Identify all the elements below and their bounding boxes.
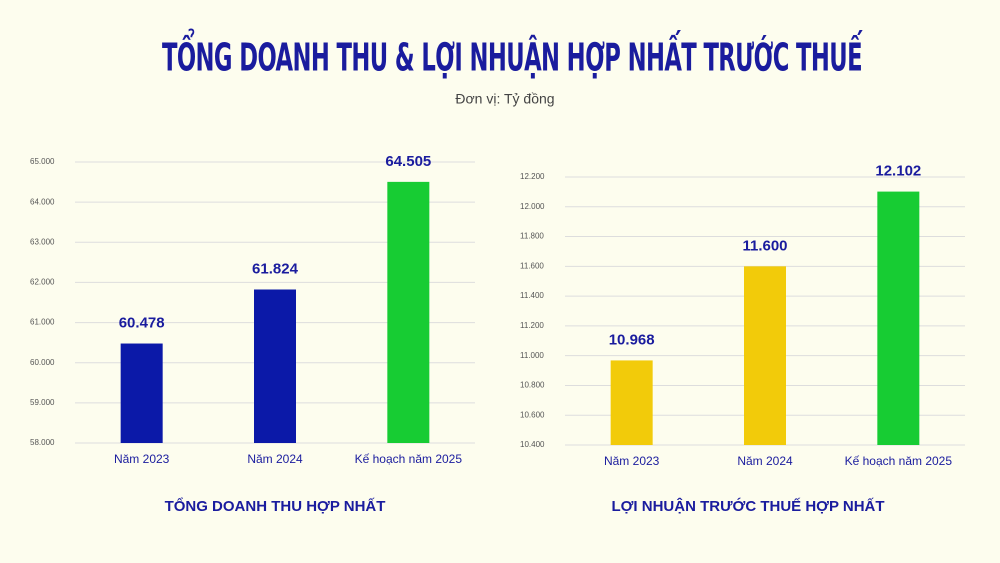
- chart-title: LỢI NHUẬN TRƯỚC THUẾ HỢP NHẤT: [611, 497, 884, 515]
- chart-title: TỔNG DOANH THU HỢP NHẤT: [165, 497, 386, 515]
- x-tick-label: Năm 2024: [247, 452, 303, 466]
- value-label: 64.505: [385, 153, 431, 170]
- y-tick-label: 62.000: [30, 278, 55, 287]
- bar: [254, 289, 296, 443]
- x-tick-label: Kế hoạch năm 2025: [845, 454, 953, 468]
- y-tick-label: 11.600: [520, 261, 544, 270]
- y-tick-label: 61.000: [30, 318, 55, 327]
- x-tick-label: Năm 2023: [604, 454, 660, 468]
- page-title: TỔNG DOANH THU & LỢI NHUẬN HỢP NHẤT TRƯỚ…: [162, 30, 863, 80]
- value-label: 10.968: [609, 331, 655, 348]
- value-label: 11.600: [742, 237, 787, 254]
- subtitle: Đơn vị: Tỷ đồng: [455, 91, 554, 107]
- y-tick-label: 12.000: [520, 202, 545, 211]
- bar: [744, 266, 786, 445]
- value-label: 12.102: [875, 163, 921, 180]
- y-tick-label: 10.400: [520, 440, 545, 449]
- value-label: 60.478: [119, 314, 165, 331]
- y-tick-label: 59.000: [30, 398, 55, 407]
- bar: [610, 360, 653, 445]
- x-tick-label: Năm 2024: [737, 454, 793, 468]
- y-tick-label: 65.000: [30, 157, 55, 166]
- y-tick-label: 58.000: [30, 438, 55, 447]
- bar: [877, 191, 920, 445]
- y-tick-label: 10.800: [520, 381, 545, 390]
- x-tick-label: Năm 2023: [114, 452, 170, 466]
- y-tick-label: 11.200: [520, 321, 544, 330]
- value-label: 61.824: [252, 260, 299, 277]
- bar: [120, 343, 163, 443]
- bar: [387, 181, 430, 443]
- y-tick-label: 12.200: [520, 172, 545, 181]
- y-tick-label: 10.600: [520, 410, 545, 419]
- y-tick-label: 60.000: [30, 358, 55, 367]
- x-tick-label: Kế hoạch năm 2025: [355, 452, 463, 466]
- y-tick-label: 11.400: [520, 291, 544, 300]
- y-tick-label: 11.000: [520, 351, 544, 360]
- y-tick-label: 64.000: [30, 197, 55, 206]
- y-tick-label: 11.800: [520, 232, 544, 241]
- y-tick-label: 63.000: [30, 237, 55, 246]
